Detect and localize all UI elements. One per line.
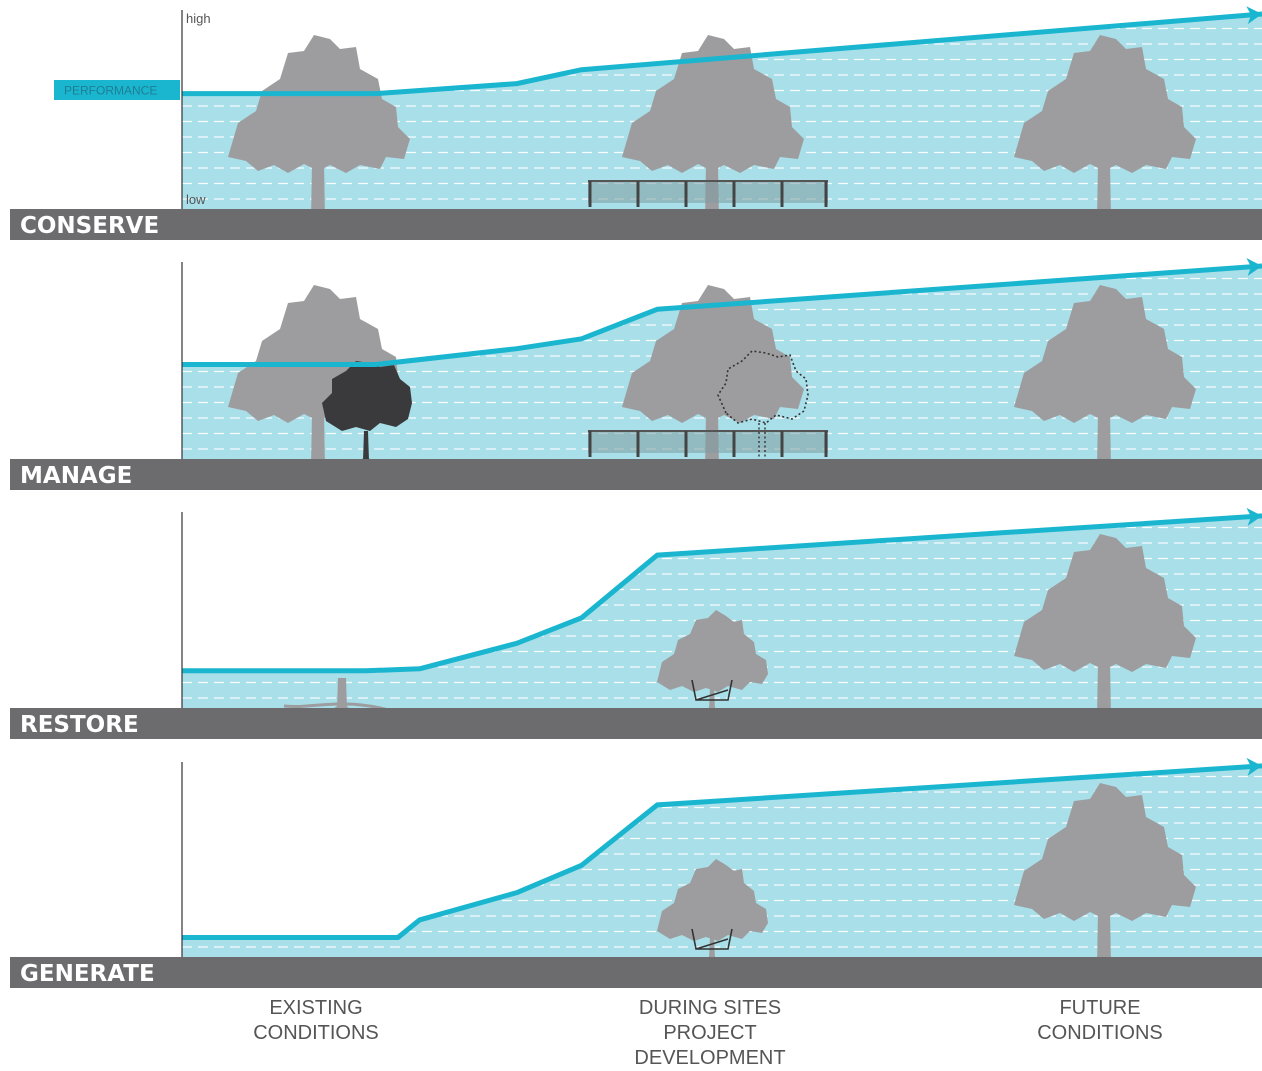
arrow-head-icon: [1246, 6, 1262, 25]
stage-label-existing: EXISTING CONDITIONS: [186, 996, 446, 1046]
stage-label-future: FUTURE CONDITIONS: [970, 996, 1230, 1046]
strategy-band-conserve: CONSERVE: [10, 6, 1262, 240]
ground-bar: [10, 708, 1262, 739]
performance-area: [182, 759, 1262, 957]
ground-bar: [10, 957, 1262, 988]
strategy-band-manage: MANAGE: [10, 258, 1262, 490]
strategy-label: CONSERVE: [20, 213, 159, 239]
arrow-head-icon: [1246, 258, 1262, 276]
performance-tag: [54, 80, 180, 100]
axis-low-label: low: [186, 192, 206, 207]
stage-label-line: FUTURE: [1059, 997, 1141, 1019]
strategy-label: GENERATE: [20, 961, 155, 987]
performance-line: [182, 513, 1262, 674]
strategy-band-restore: RESTORE: [10, 507, 1262, 739]
strategy-band-generate: GENERATE: [10, 757, 1262, 988]
stage-label-line: EXISTING: [269, 997, 363, 1019]
ground-bar: [10, 209, 1262, 240]
axis-high-label: high: [186, 11, 211, 26]
performance-line: [182, 263, 1262, 367]
stage-label-line: DURING SITES: [638, 997, 782, 1019]
stage-label-during: DURING SITES PROJECT DEVELOPMENT: [580, 996, 840, 1071]
strategy-label: RESTORE: [20, 712, 139, 738]
strategy-label: MANAGE: [20, 463, 132, 489]
ground-bar: [10, 459, 1262, 490]
performance-area: [182, 509, 1262, 708]
stage-label-line: CONDITIONS: [253, 1022, 379, 1044]
performance-line: [182, 763, 1262, 940]
arrow-head-icon: [1246, 757, 1262, 776]
performance-tag-label: PERFORMANCE: [64, 84, 157, 98]
stage-label-line: CONDITIONS: [1037, 1022, 1163, 1044]
stage-label-line: DEVELOPMENT: [634, 1047, 786, 1069]
stage-label-line: PROJECT: [663, 1022, 757, 1044]
performance-line: [182, 11, 1262, 97]
arrow-head-icon: [1246, 507, 1262, 526]
